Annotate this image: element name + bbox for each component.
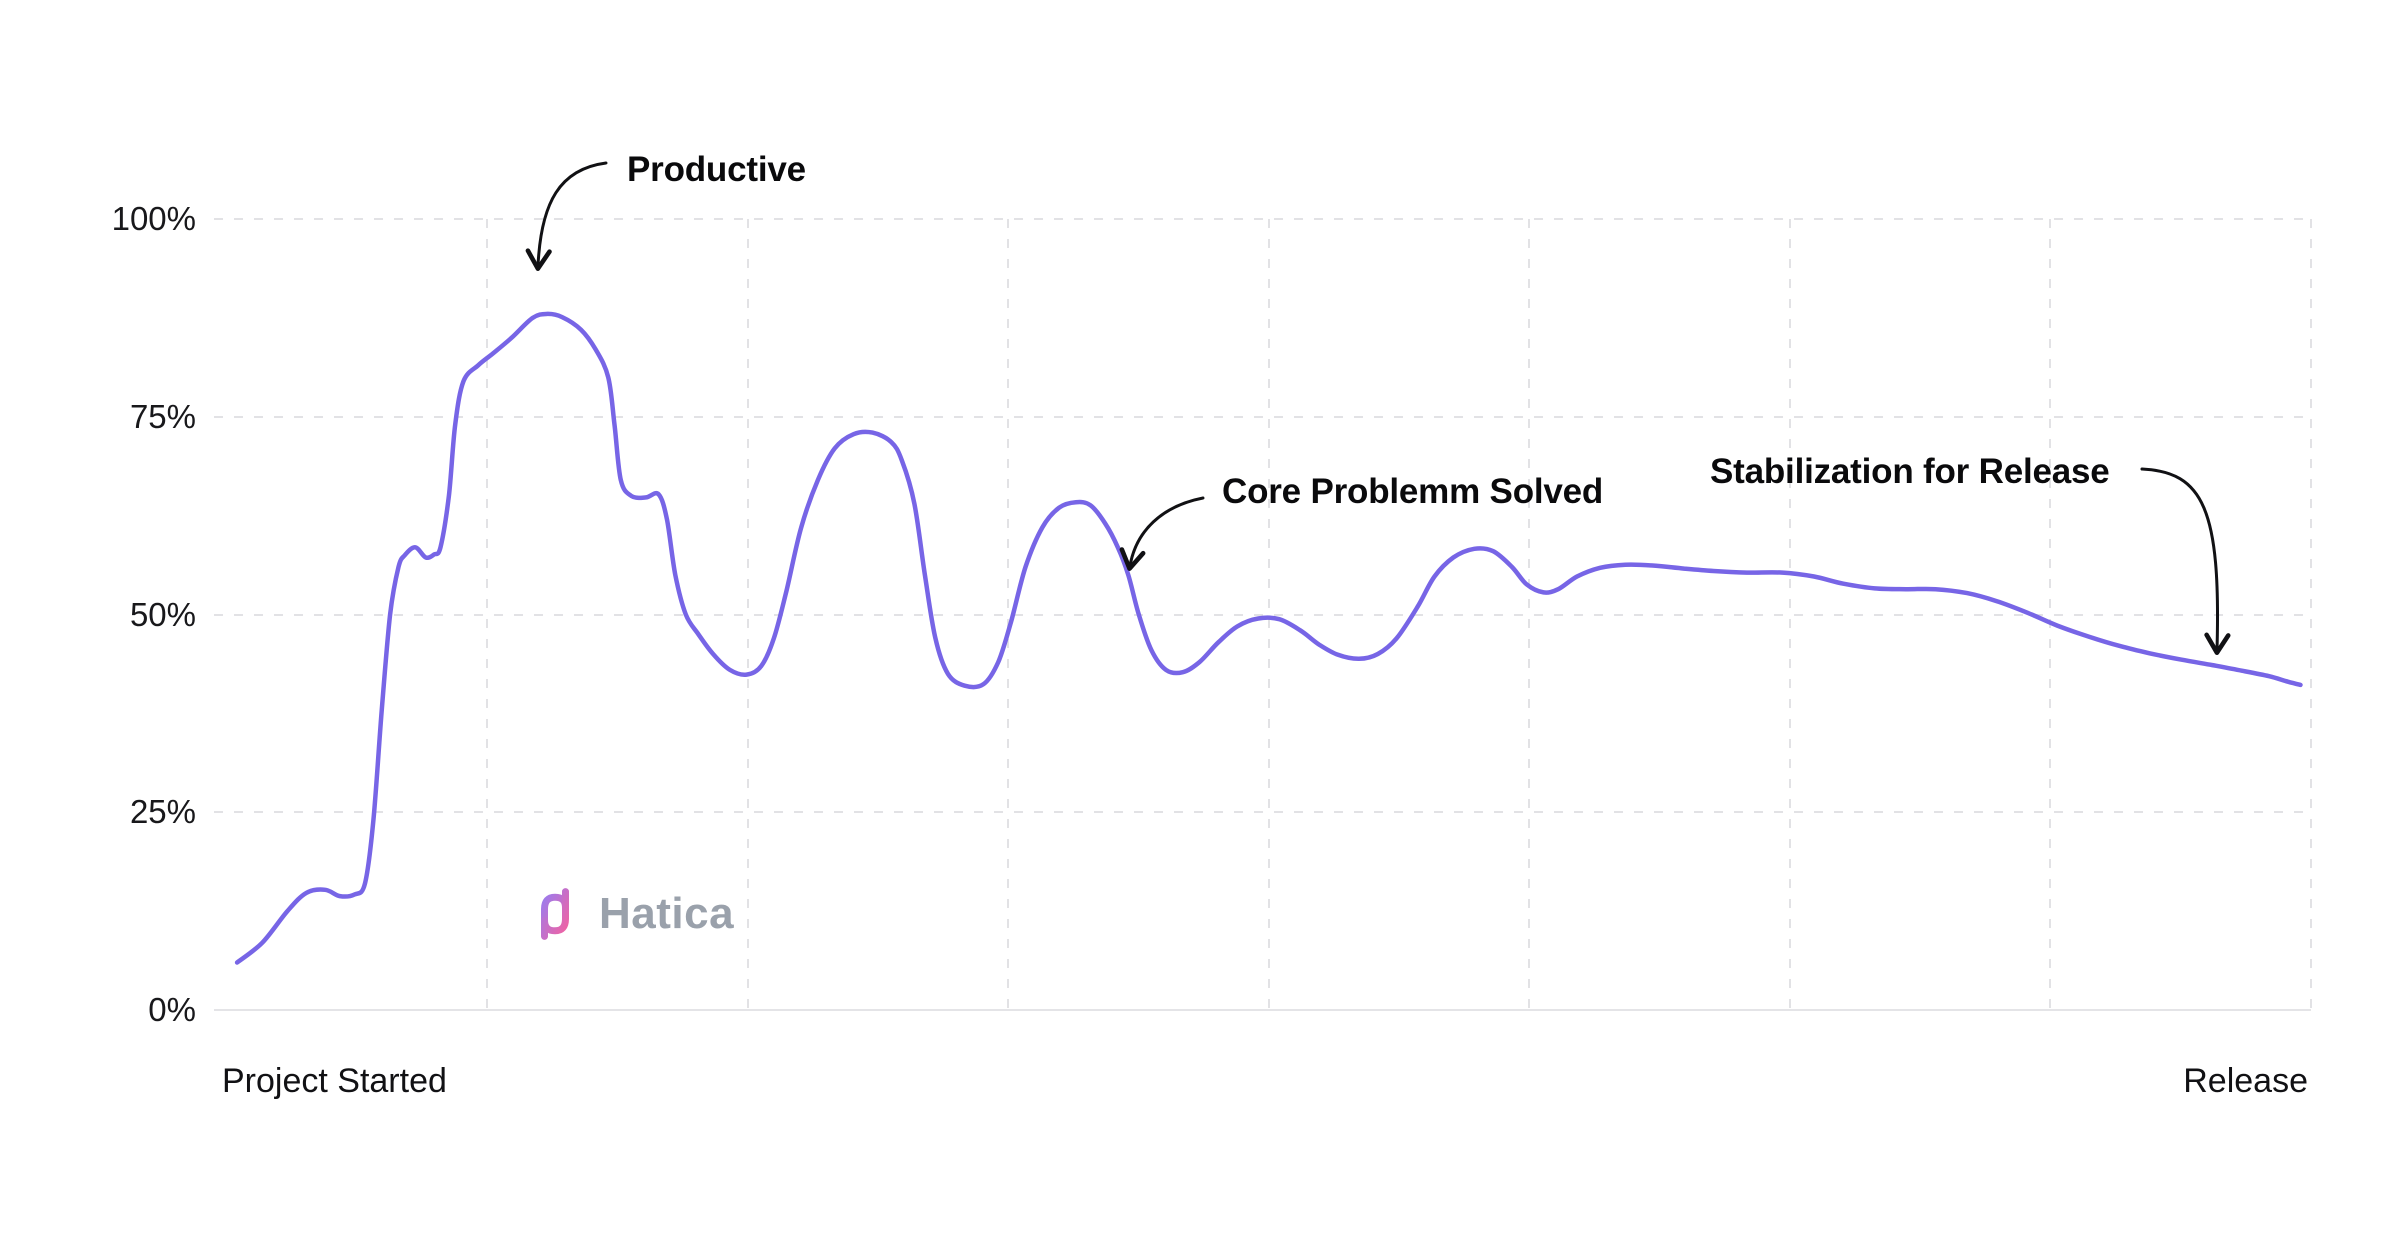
annotation-productive: Productive — [627, 150, 806, 189]
x-axis-start-label: Project Started — [222, 1062, 447, 1100]
gridlines — [214, 218, 2312, 1011]
productive-arrow — [525, 161, 608, 271]
core-problem-arrow — [1119, 496, 1205, 571]
y-tick-50: 50% — [129, 596, 196, 633]
productivity-line — [234, 311, 2303, 965]
annotation-stabilization: Stabilization for Release — [1710, 452, 2110, 491]
watermark-brand-text: Hatica — [599, 889, 735, 938]
y-tick-25: 25% — [129, 793, 196, 830]
x-axis-end-label: Release — [2183, 1062, 2308, 1100]
y-tick-75: 75% — [129, 398, 196, 435]
stabilization-arrow — [2140, 467, 2231, 655]
hatica-logo-icon — [541, 888, 569, 940]
watermark: Hatica — [527, 886, 734, 942]
y-tick-0: 0% — [148, 991, 196, 1028]
annotation-core-problem-solved: Core Problemm Solved — [1222, 472, 1604, 511]
y-tick-100: 100% — [111, 200, 196, 237]
annotation-arrows — [525, 161, 2231, 655]
